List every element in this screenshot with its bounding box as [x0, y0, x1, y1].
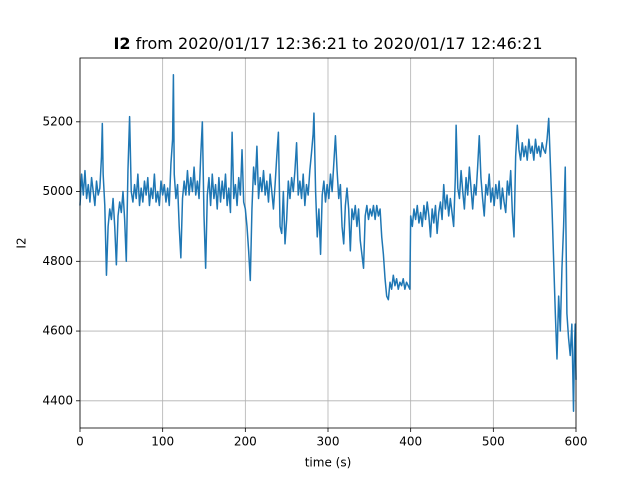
- data-line: [79, 73, 577, 413]
- x-tick-label: 300: [317, 435, 340, 449]
- y-tick-label: 5200: [42, 114, 73, 128]
- x-axis-label: time (s): [305, 456, 352, 470]
- title-bold: I2: [113, 34, 130, 53]
- x-tick-label: 0: [76, 435, 84, 449]
- y-tick-label: 4600: [42, 324, 73, 338]
- x-tick-label: 400: [399, 435, 422, 449]
- title-rest: from 2020/01/17 12:36:21 to 2020/01/17 1…: [136, 34, 543, 53]
- x-tick-label: 500: [482, 435, 505, 449]
- x-tick-label: 600: [565, 435, 588, 449]
- x-tick-label: 100: [151, 435, 174, 449]
- chart-title: I2 from 2020/01/17 12:36:21 to 2020/01/1…: [113, 34, 542, 53]
- y-tick-label: 5000: [42, 184, 73, 198]
- x-tick-label: 200: [234, 435, 257, 449]
- plot-frame: [79, 57, 577, 429]
- y-axis-label: I2: [15, 237, 29, 248]
- y-tick-label: 4800: [42, 254, 73, 268]
- y-tick-label: 4400: [42, 393, 73, 407]
